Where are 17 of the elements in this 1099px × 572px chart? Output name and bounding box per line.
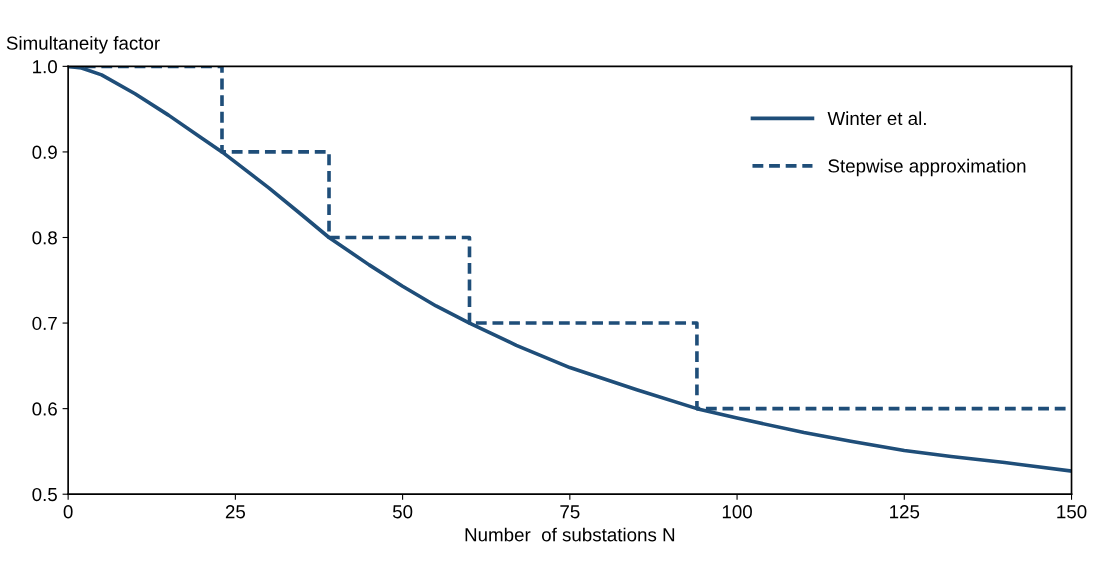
x-tick-label: 0 bbox=[63, 505, 73, 519]
x-tick-label: 75 bbox=[560, 505, 580, 519]
y-tick-label: 0.6 bbox=[32, 402, 57, 416]
x-tick-label: 125 bbox=[890, 505, 920, 519]
x-tick-label: 100 bbox=[722, 505, 752, 519]
y-axis-title: Simultaneity factor bbox=[6, 36, 160, 54]
x-tick-label: 25 bbox=[225, 505, 246, 519]
x-tick-label: 150 bbox=[1057, 505, 1087, 519]
y-tick-label: 0.7 bbox=[32, 316, 57, 331]
y-tick-label: 1.0 bbox=[33, 60, 57, 74]
legend-label: Winter et al. bbox=[827, 111, 926, 126]
legend-label: Stepwise approximation bbox=[828, 158, 1026, 177]
x-axis-title: Number of substations N bbox=[465, 527, 675, 542]
y-tick-label: 0.8 bbox=[32, 231, 57, 245]
x-tick-label: 50 bbox=[392, 505, 413, 519]
y-tick-label: 0.5 bbox=[32, 487, 57, 502]
y-tick-label: 0.9 bbox=[32, 145, 57, 159]
